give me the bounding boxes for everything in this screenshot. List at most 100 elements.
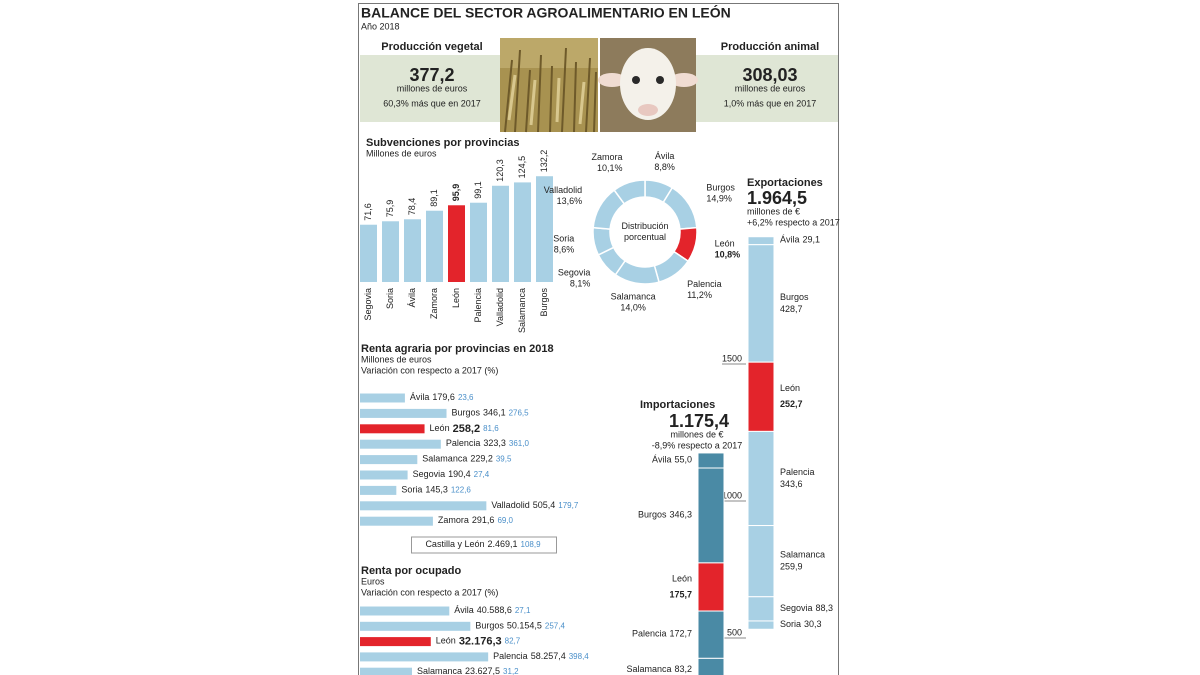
chart-subtitle: Euros [361,576,385,586]
series-name: Importaciones [640,399,715,411]
segment-label: Ávila 55,0 [652,455,692,465]
bar [404,219,421,282]
category-label: Salamanca [422,454,467,464]
y-tick-label: 500 [727,627,742,637]
value-label: 95,9 [451,184,461,202]
stack-segment [747,236,775,246]
chart-note: Variación con respecto a 2017 (%) [361,587,498,597]
segment-value: 252,7 [780,399,803,409]
donut-value: 8,6% [554,245,575,255]
y-tick-label: 1000 [722,490,742,500]
bar-label: Soria 145,3 122,6 [401,485,471,495]
bar-label: Ávila 40.588,6 27,1 [454,605,531,615]
stack-segment [747,361,775,432]
panel-title: Producción animal [721,41,819,53]
bar-label: Zamora 291,6 69,0 [438,516,514,526]
category-label: Burgos [539,288,549,317]
total-label: Castilla y León 2.469,1 108,9 [425,539,541,549]
total-name: Castilla y León [425,539,484,549]
category-label: Valladolid [495,288,505,326]
stack-segment [747,525,775,598]
segment-value: 88,3 [816,603,834,613]
segment-category: Palencia [780,467,815,477]
change-label: 81,6 [483,424,499,433]
donut-category: Zamora [592,152,623,162]
series-total: 1.964,5 [747,188,807,208]
value-label: 145,3 [425,485,448,495]
stack-segment [697,657,725,675]
bar [360,667,412,675]
chart-note: Variación con respecto a 2017 (%) [361,365,498,375]
chart-title: Renta por ocupado [361,565,462,577]
segment-category: Salamanca [626,664,671,674]
bar [360,408,447,418]
total-change: 108,9 [521,540,542,549]
panel [360,55,500,122]
donut-value: 10,8% [715,250,741,260]
bar [382,221,399,282]
category-label: Ávila [454,605,474,615]
bar-label: Valladolid 505,4 179,7 [491,500,578,510]
category-label: Salamanca [517,288,527,333]
change-label: 39,5 [496,455,512,464]
bar [448,205,465,282]
change-label: 31,2 [503,667,519,675]
frame [358,3,839,675]
value-label: 120,3 [495,159,505,182]
category-label: Segovia [363,288,373,321]
panel-value: 377,2 [409,65,454,85]
category-label: Salamanca [417,667,462,675]
series-unit: millones de € [747,206,800,216]
stack-segment [697,610,725,659]
value-label: 50.154,5 [507,621,542,631]
donut-category: Soria [553,234,574,244]
category-label: Burgos [475,621,504,631]
series-note: -8,9% respecto a 2017 [652,440,743,450]
change-label: 27,1 [515,606,531,615]
bar-label: Palencia 323,3 361,0 [446,439,530,449]
category-label: Valladolid [491,500,529,510]
change-label: 361,0 [509,439,530,448]
donut-value: 11,2% [687,290,712,300]
donut-category: Palencia [687,279,722,289]
stack-segment [747,596,775,622]
category-label: León [436,636,456,646]
segment-label: Ávila 29,1 [780,235,820,245]
stack-segment [697,562,725,612]
bar-label: León 32.176,3 82,7 [436,636,521,648]
series-note: +6,2% respecto a 2017 [747,217,840,227]
donut-value: 8,8% [654,162,675,172]
donut-center-label: Distribución porcentual [621,221,668,242]
bar [470,202,487,282]
donut-value: 14,0% [620,302,646,312]
donut-category: Valladolid [544,185,582,195]
panel-unit: millones de euros [397,83,468,93]
segment-value: 55,0 [674,455,692,465]
segment-value: 259,9 [780,562,803,572]
category-label: Palencia [473,288,483,323]
bar [360,393,405,403]
bar-label: Segovia 190,4 27,4 [413,469,490,479]
value-label: 291,6 [472,516,495,526]
donut-category: León [715,239,735,249]
segment-category: Ávila [780,235,800,245]
change-label: 122,6 [451,486,472,495]
segment-value: 343,6 [780,479,803,489]
bar-label: Burgos 50.154,5 257,4 [475,621,565,631]
sheep-photo [598,38,698,132]
donut-value: 8,1% [570,278,591,288]
change-label: 23,6 [458,393,474,402]
segment-label: Salamanca 83,2 [626,664,692,674]
value-label: 32.176,3 [459,636,502,648]
category-label: Palencia [493,651,528,661]
bar-label: Palencia 58.257,4 398,4 [493,651,589,661]
value-label: 323,3 [483,439,506,449]
bar [492,185,509,282]
chart-subtitle: Millones de euros [361,354,432,364]
value-label: 89,1 [429,189,439,207]
panel-change: 60,3% más que en 2017 [383,98,481,108]
donut-category: Salamanca [611,291,656,301]
subtitle: Año 2018 [361,21,400,31]
bar [426,210,443,282]
